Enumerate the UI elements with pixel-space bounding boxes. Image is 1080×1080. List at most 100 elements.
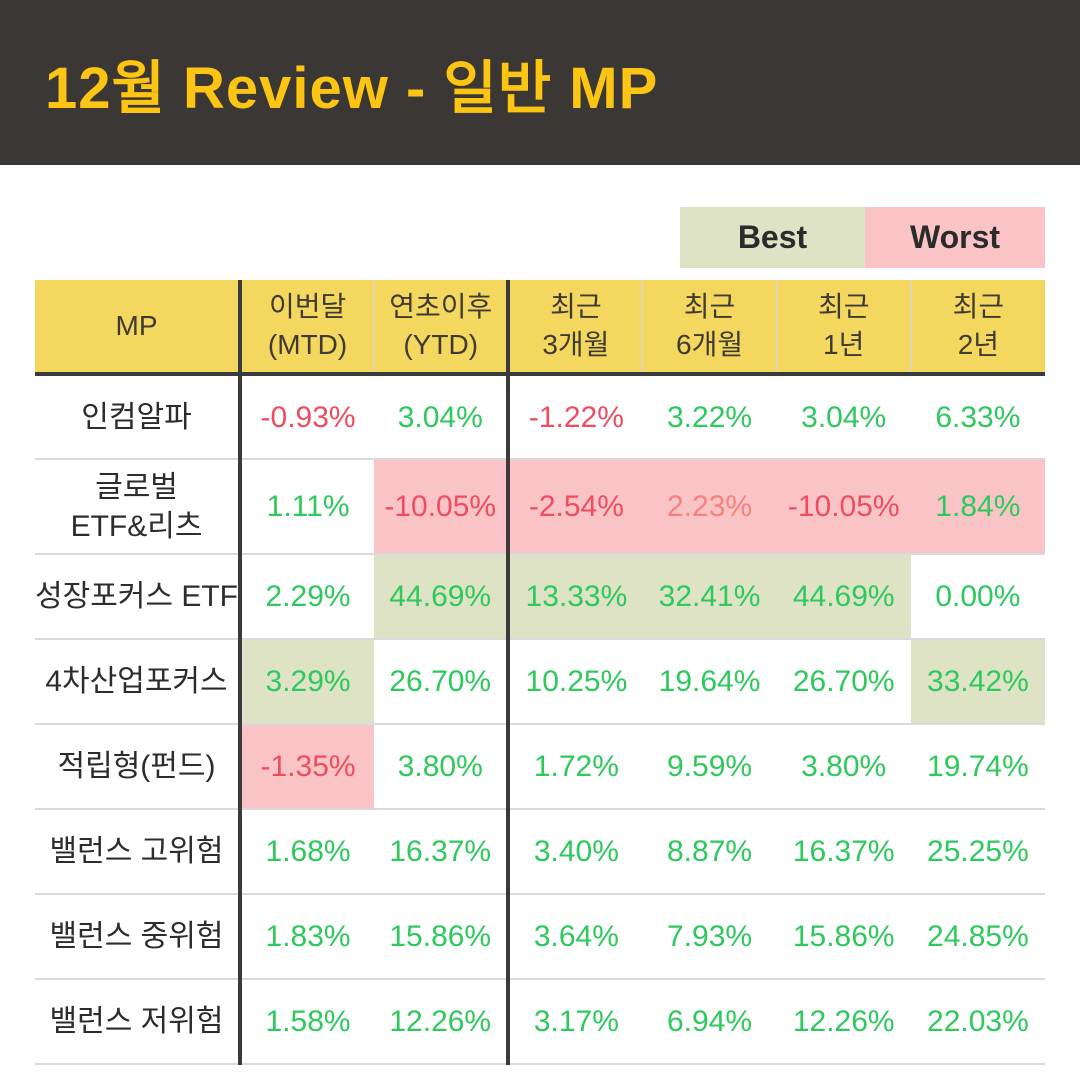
mp-name-line: 밸런스 고위험 <box>49 835 224 868</box>
value-cell: 16.37% <box>792 835 895 868</box>
mp-name-cell: 밸런스 중위험 <box>35 894 242 979</box>
mp-name-cell: 밸런스 저위험 <box>35 979 242 1064</box>
value-cell: 2.23% <box>642 459 777 554</box>
value-cell: 1.58% <box>265 1005 351 1038</box>
value-cell: 3.40% <box>533 835 619 868</box>
column-header: 이번달 (MTD) <box>240 280 375 374</box>
mp-name-line: 성장포커스 ETF <box>35 580 238 613</box>
mp-name-line: 인컴알파 <box>81 400 192 434</box>
value-cell: 7.93% <box>667 920 753 953</box>
table-row: 성장포커스 ETF 2.29% 44.69% 13.33% 32.41% 44.69% 0.… <box>35 554 1045 639</box>
mp-name-cell: 밸런스 고위험 <box>35 809 242 894</box>
value-cell: 1.83% <box>265 920 351 953</box>
value-cell: 3.80% <box>374 724 511 809</box>
column-header-line: (YTD) <box>403 329 479 360</box>
column-header: 최근 3개월 <box>508 280 643 374</box>
table-row: 밸런스 고위험 1.68% 16.37% 3.40% 8.87% 16.37% 25.25% <box>35 809 1045 894</box>
value-cell: 26.70% <box>792 665 895 698</box>
column-header-line: 연초이후 <box>389 291 493 323</box>
value-cell: 16.37% <box>374 809 511 894</box>
mp-name-cell: 성장포커스 ETF <box>35 554 242 639</box>
column-header-line: 1년 <box>823 329 865 360</box>
value-cell: 19.74% <box>927 750 1029 783</box>
value-cell: -1.22% <box>528 400 624 434</box>
table-row: 밸런스 중위험 1.83% 15.86% 3.64% 7.93% 15.86% 24.85% <box>35 894 1045 979</box>
value-cell: 9.59% <box>667 750 753 783</box>
value-cell: 3.29% <box>240 639 375 724</box>
value-cell: 3.22% <box>667 400 753 434</box>
mp-name-line: 밸런스 저위험 <box>49 1005 224 1038</box>
value-cell: 25.25% <box>927 835 1029 868</box>
column-header-line: (MTD) <box>267 329 348 360</box>
value-cell: 1.72% <box>533 750 619 783</box>
value-cell: 3.04% <box>801 400 887 434</box>
column-header-line: MP <box>115 310 158 342</box>
column-header-line: 최근 <box>817 291 870 323</box>
table-row: 4차산업포커스 3.29% 26.70% 10.25% 19.64% 26.70% 33.4… <box>35 639 1045 724</box>
title-bar: 12월 Review - 일반 MP <box>0 0 1080 165</box>
mp-name-cell: 인컴알파 <box>35 374 242 459</box>
mp-name-cell: 적립형(펀드) <box>35 724 242 809</box>
value-cell: 10.25% <box>525 665 628 698</box>
column-header: 최근 2년 <box>909 280 1045 374</box>
value-cell: 12.26% <box>374 979 511 1064</box>
header-row: MP 이번달 (MTD) 연초이후 (YTD) 최근 3개월 최근 6개월 최근 1년 최근 2년 <box>35 280 1045 374</box>
value-cell: -1.35% <box>240 724 375 809</box>
value-cell: 6.94% <box>667 1005 753 1038</box>
value-cell: 19.64% <box>658 665 761 698</box>
column-header-line: 3개월 <box>542 329 610 360</box>
value-cell: -10.05% <box>776 459 911 554</box>
legend: Best Worst <box>35 207 1045 268</box>
mp-name-line: 글로벌 <box>95 470 178 504</box>
column-header-line: 이번달 <box>268 291 347 323</box>
page-title: 12월 Review - 일반 MP <box>45 55 659 121</box>
value-cell: 3.04% <box>374 374 511 459</box>
value-cell: 12.26% <box>792 1005 895 1038</box>
column-header: 최근 1년 <box>775 280 911 374</box>
value-cell: -10.05% <box>374 459 511 554</box>
value-cell: -0.93% <box>260 400 356 434</box>
value-cell: 2.29% <box>265 580 351 613</box>
value-cell: 44.69% <box>374 554 511 639</box>
mp-name-line: ETF&리츠 <box>70 509 203 543</box>
value-cell: 1.84% <box>910 459 1045 554</box>
column-header: MP <box>35 280 242 374</box>
value-cell: 6.33% <box>935 400 1021 434</box>
value-cell: 33.42% <box>910 639 1045 724</box>
value-cell: 22.03% <box>927 1005 1029 1038</box>
value-cell: 1.11% <box>266 490 350 523</box>
column-header-line: 최근 <box>952 291 1005 323</box>
mp-name-cell: 4차산업포커스 <box>35 639 242 724</box>
table-row: 적립형(펀드) -1.35% 3.80% 1.72% 9.59% 3.80% 19.74% <box>35 724 1045 809</box>
legend-best-label: Best <box>680 207 865 268</box>
value-cell: 15.86% <box>374 894 511 979</box>
value-cell: 32.41% <box>642 554 777 639</box>
column-header-line: 2년 <box>957 329 1000 360</box>
table-row: 인컴알파 -0.93% 3.04% -1.22% 3.22% 3.04% 6.33% <box>35 374 1045 459</box>
value-cell: 3.17% <box>533 1005 619 1038</box>
mp-name-line: 밸런스 중위험 <box>49 920 224 953</box>
column-header: 연초이후 (YTD) <box>373 280 511 374</box>
mp-name-line: 4차산업포커스 <box>45 665 228 698</box>
table-row: 글로벌 ETF&리츠 1.11% -10.05% -2.54% 2.23% -10.05% 1… <box>35 459 1045 554</box>
column-header: 최근 6개월 <box>641 280 777 374</box>
value-cell: 3.64% <box>533 920 619 953</box>
table-header: MP 이번달 (MTD) 연초이후 (YTD) 최근 3개월 최근 6개월 최근 1년 최근 2년 <box>35 280 1045 374</box>
value-cell: 1.68% <box>265 835 351 868</box>
column-header-line: 최근 <box>683 291 736 323</box>
value-cell: 24.85% <box>927 920 1029 953</box>
value-cell: 44.69% <box>776 554 911 639</box>
value-cell: -2.54% <box>508 459 643 554</box>
value-cell: 15.86% <box>792 920 895 953</box>
column-header-line: 최근 <box>550 291 602 323</box>
value-cell: 8.87% <box>667 835 753 868</box>
table-row: 밸런스 저위험 1.58% 12.26% 3.17% 6.94% 12.26% 22.03% <box>35 979 1045 1064</box>
legend-worst-label: Worst <box>865 207 1045 268</box>
content-area: Best Worst MP 이번달 (MTD) 연초이후 (YTD) 최근 3개월 최근 6개월… <box>0 207 1080 1065</box>
table-body: 인컴알파 -0.93% 3.04% -1.22% 3.22% 3.04% 6.33% 글로벌 E… <box>35 374 1045 1064</box>
value-cell: 26.70% <box>374 639 511 724</box>
performance-table: MP 이번달 (MTD) 연초이후 (YTD) 최근 3개월 최근 6개월 최근 1년 최근 2년 인컴… <box>35 280 1045 1065</box>
value-cell: 13.33% <box>508 554 643 639</box>
column-header-line: 6개월 <box>676 329 744 360</box>
